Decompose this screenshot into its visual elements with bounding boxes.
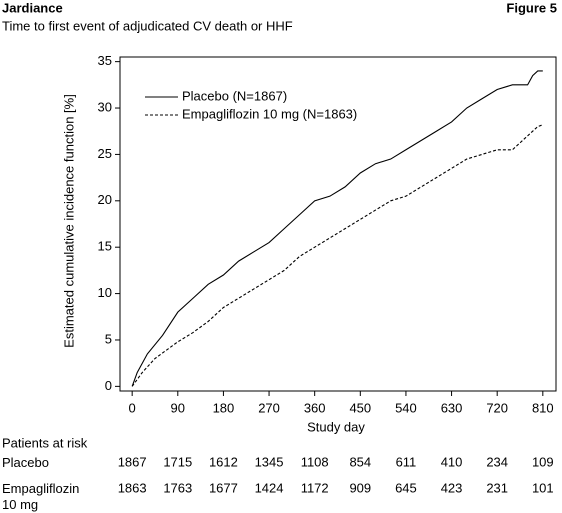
x-tick-label: 360 [304, 400, 326, 415]
risk-value: 109 [532, 454, 554, 469]
risk-value: 909 [349, 480, 371, 495]
risk-value: 101 [532, 480, 554, 495]
risk-value: 423 [441, 480, 463, 495]
risk-value: 611 [396, 454, 417, 469]
x-axis-label: Study day [307, 419, 365, 434]
legend-label: Placebo (N=1867) [182, 88, 287, 103]
x-tick-label: 180 [213, 400, 235, 415]
series-line [131, 70, 543, 387]
y-tick-label: 15 [98, 239, 112, 254]
risk-value: 1715 [163, 454, 192, 469]
risk-title: Patients at risk [2, 435, 88, 450]
x-tick-label: 270 [258, 400, 280, 415]
risk-value: 1172 [301, 480, 329, 495]
y-tick-label: 5 [105, 331, 112, 346]
x-tick-label: 630 [441, 400, 463, 415]
x-tick-label: 540 [395, 400, 417, 415]
x-tick-label: 450 [349, 400, 371, 415]
risk-value: 1677 [209, 480, 238, 495]
plot-frame [119, 56, 557, 392]
risk-value: 1612 [209, 454, 238, 469]
chart-title: Time to first event of adjudicated CV de… [2, 18, 293, 33]
risk-row-label: Placebo [2, 455, 49, 470]
y-tick-label: 10 [98, 285, 112, 300]
risk-value: 1424 [255, 480, 284, 495]
y-tick-label: 30 [98, 99, 112, 114]
risk-value: 854 [349, 454, 371, 469]
x-tick-label: 90 [171, 400, 185, 415]
risk-value: 1863 [118, 480, 147, 495]
header-right: Figure 5 [506, 0, 557, 15]
y-axis-label: Estimated cumulative incidence function … [61, 94, 76, 348]
risk-value: 231 [486, 480, 508, 495]
risk-value: 645 [395, 480, 417, 495]
risk-value: 410 [441, 454, 463, 469]
risk-value: 234 [486, 454, 508, 469]
series-line [131, 124, 544, 387]
legend-label: Empagliflozin 10 mg (N=1863) [182, 106, 357, 121]
y-tick-label: 20 [98, 192, 112, 207]
risk-value: 1345 [255, 454, 284, 469]
y-tick-label: 35 [98, 53, 112, 68]
x-tick-label: 810 [532, 400, 554, 415]
x-tick-label: 720 [486, 400, 508, 415]
header-left: Jardiance [2, 0, 63, 15]
x-tick-label: 0 [129, 400, 136, 415]
risk-value: 1763 [163, 480, 192, 495]
risk-value: 1867 [118, 454, 147, 469]
risk-row-label: Empagliflozin 10 mg [2, 481, 80, 512]
risk-value: 1108 [301, 454, 329, 469]
y-tick-label: 25 [98, 146, 112, 161]
y-tick-label: 0 [105, 378, 112, 393]
